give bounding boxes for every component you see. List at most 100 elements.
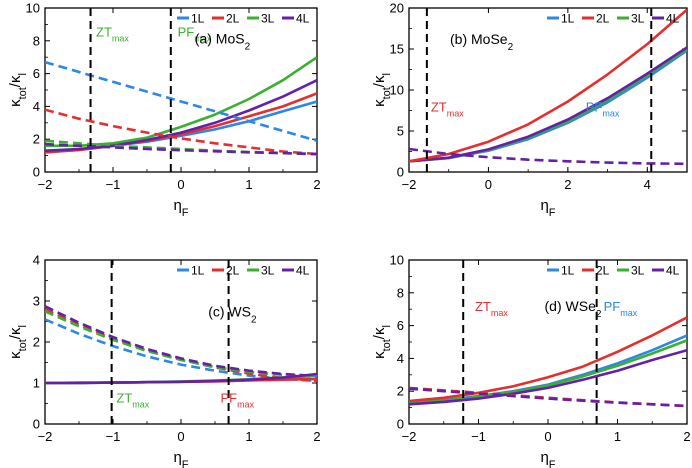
annotation-pf-part: PF <box>178 25 195 40</box>
y-axis-label-part: tot <box>381 339 393 351</box>
annotation-zt-part: max <box>491 308 509 318</box>
x-tick-label-part: −1 <box>106 177 121 192</box>
annotation-pf-part: PF <box>220 391 237 406</box>
y-tick-label-part: 6 <box>397 318 404 333</box>
x-tick-label-part: 1 <box>245 429 252 444</box>
y-axis-label: κtot/κl <box>371 325 393 359</box>
x-axis-label-part: F <box>549 459 556 468</box>
x-tick-label: −2 <box>38 429 53 444</box>
y-tick-label: 0 <box>397 165 404 180</box>
y-tick-label-part: 4 <box>397 351 404 366</box>
legend-label-4L-part: 4L <box>666 12 680 26</box>
series-line-2L-solid <box>409 8 687 163</box>
x-tick-label-part: −1 <box>471 429 486 444</box>
series-line-2L-dashed <box>45 108 317 156</box>
panel-title-part: (d) WSe <box>545 298 597 314</box>
x-tick-label-part: 2 <box>564 177 571 192</box>
y-tick-label-part: 10 <box>390 253 404 268</box>
legend-label-1L: 1L <box>561 264 575 278</box>
panel-title: (a) MoS2 <box>195 30 251 52</box>
y-axis-label-part: κ <box>371 351 388 359</box>
y-axis-label-part: l <box>17 73 29 75</box>
x-tick-label: −1 <box>106 429 121 444</box>
x-tick-label: 0 <box>485 177 492 192</box>
y-tick-label: 5 <box>397 124 404 139</box>
series-line-2L-solid <box>409 316 687 403</box>
y-axis-label-part: κ <box>7 351 24 359</box>
y-tick-label-part: 8 <box>397 285 404 300</box>
x-axis-label: ηF <box>540 449 555 468</box>
series-line-3L-dashed <box>45 310 317 379</box>
y-tick-label: 1 <box>33 376 40 391</box>
x-axis-label: ηF <box>173 197 188 219</box>
series-line-3L-solid <box>409 339 687 404</box>
x-tick-label: 1 <box>245 177 252 192</box>
y-axis-label-part: /κ <box>371 327 388 339</box>
legend-label-3L-part: 3L <box>631 264 645 278</box>
y-tick-label-part: 2 <box>33 132 40 147</box>
x-tick-label: 0 <box>177 177 184 192</box>
series-line-1L-dashed <box>45 60 317 143</box>
y-tick-label-part: 4 <box>33 99 40 114</box>
y-axis-label-part: /κ <box>371 75 388 87</box>
x-tick-label: −1 <box>106 177 121 192</box>
y-tick-label: 2 <box>33 132 40 147</box>
y-tick-label: 4 <box>397 351 404 366</box>
legend-label-1L-part: 1L <box>191 264 205 278</box>
y-tick-label: 4 <box>33 253 40 268</box>
legend-label-2L-part: 2L <box>226 12 240 26</box>
y-tick-label-part: 2 <box>397 384 404 399</box>
panel-title-part: (b) MoSe <box>450 31 508 47</box>
y-tick-label-part: 2 <box>33 335 40 350</box>
series-group <box>45 305 317 385</box>
series-line-4L-solid <box>45 79 317 152</box>
y-tick-label: 0 <box>33 417 40 432</box>
legend-label-2L: 2L <box>226 12 240 26</box>
x-tick-label-part: −1 <box>106 429 121 444</box>
y-tick-label: 6 <box>33 66 40 81</box>
legend-label-3L: 3L <box>261 264 275 278</box>
x-tick-label: 2 <box>683 429 690 444</box>
x-axis-label-part: F <box>182 207 189 219</box>
x-tick-label-part: −2 <box>402 177 417 192</box>
y-tick-label: 4 <box>33 99 40 114</box>
y-tick-label-part: 0 <box>33 417 40 432</box>
series-line-1L-solid <box>409 334 687 404</box>
legend-label-1L-part: 1L <box>561 264 575 278</box>
legend-label-1L-part: 1L <box>191 12 205 26</box>
x-axis-label: ηF <box>173 449 188 468</box>
series-line-4L-dashed <box>45 305 317 378</box>
y-tick-label: 8 <box>33 33 40 48</box>
legend-label-2L: 2L <box>596 264 610 278</box>
legend-label-3L-part: 3L <box>261 12 275 26</box>
x-axis-label-part: F <box>549 207 556 219</box>
x-tick-label: 2 <box>313 429 320 444</box>
annotation-zt-part: ZT <box>431 99 447 114</box>
x-axis-label-part: η <box>540 449 548 466</box>
y-tick-label-part: 0 <box>33 165 40 180</box>
legend-label-4L: 4L <box>296 12 310 26</box>
x-tick-label-part: 0 <box>177 429 184 444</box>
panel-title: (c) WS2 <box>208 304 257 326</box>
plot-frame <box>44 259 318 425</box>
annotation-zt-part: ZT <box>116 391 132 406</box>
panel-title: (d) WSe2 <box>545 298 602 320</box>
panel-title-part: 2 <box>251 314 257 325</box>
legend-label-2L: 2L <box>226 264 240 278</box>
x-tick-label: 0 <box>177 429 184 444</box>
y-axis-label-part: /κ <box>7 75 24 87</box>
series-line-1L-dashed <box>45 318 317 383</box>
x-tick-label: −2 <box>402 429 417 444</box>
x-axis-label-part: F <box>182 459 189 468</box>
y-tick-label: 6 <box>397 318 404 333</box>
series-line-4L-dashed <box>45 142 317 156</box>
x-tick-label-part: 0 <box>544 429 551 444</box>
panel-title: (b) MoSe2 <box>450 31 514 53</box>
legend-label-4L-part: 4L <box>666 264 680 278</box>
series-line-4L-dashed <box>409 387 687 408</box>
series-line-4L-solid <box>409 46 687 163</box>
y-tick-label-part: 1 <box>33 376 40 391</box>
legend-label-1L: 1L <box>191 264 205 278</box>
